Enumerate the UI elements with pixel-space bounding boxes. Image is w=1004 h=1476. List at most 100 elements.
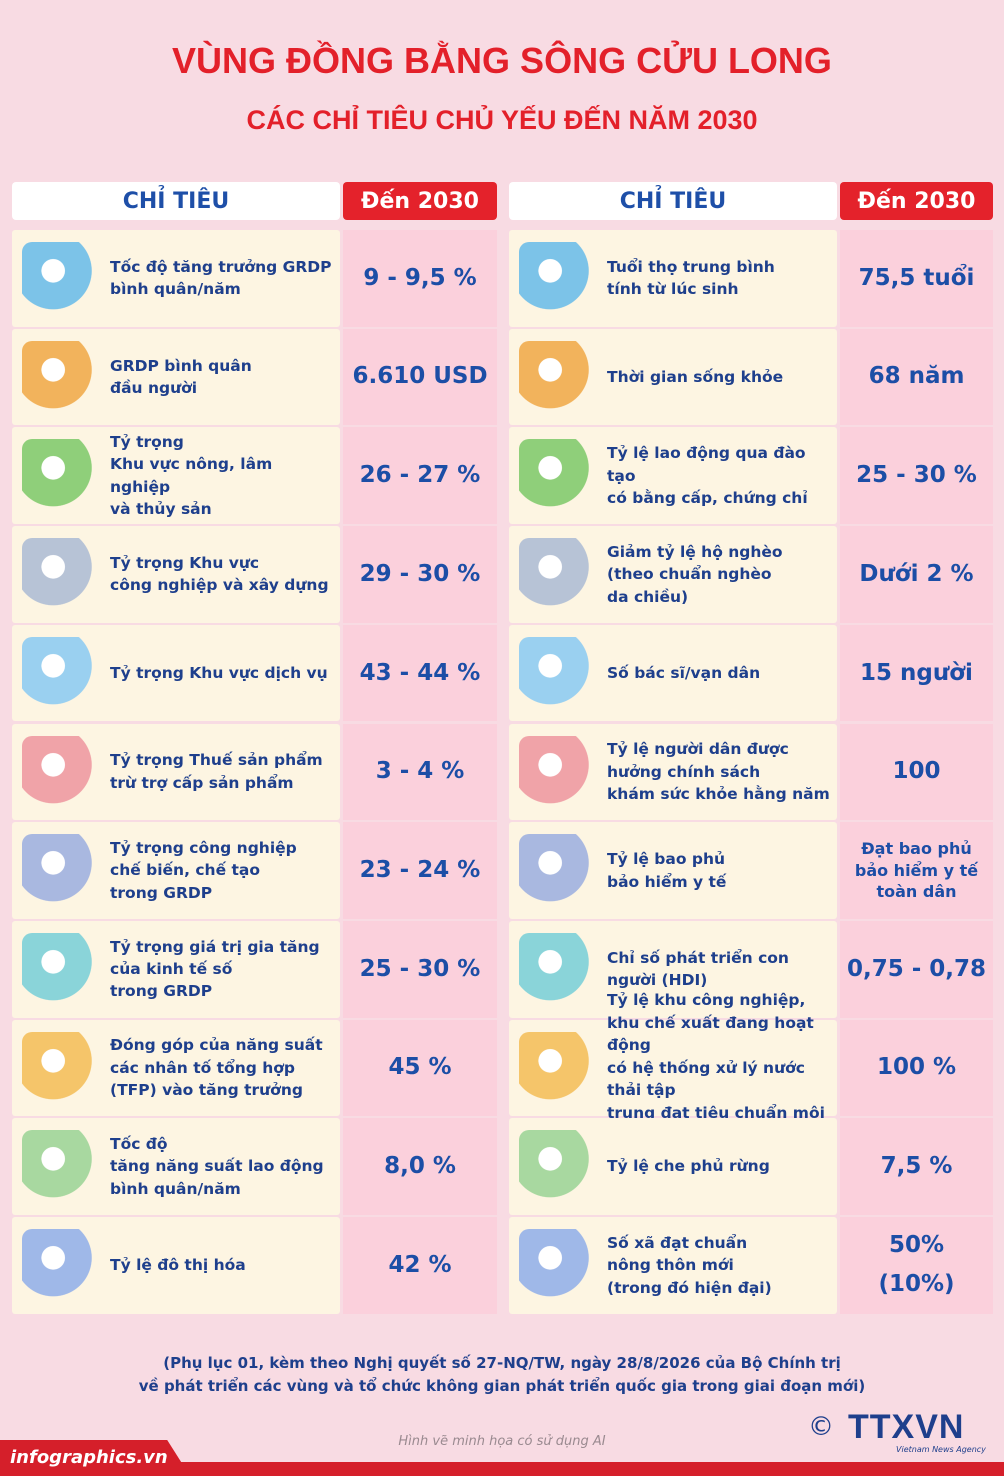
target-value: 23 - 24 % bbox=[343, 822, 497, 919]
target-value: 25 - 30 % bbox=[343, 920, 497, 1018]
indicator-icon bbox=[22, 538, 100, 611]
target-value: 43 - 44 % bbox=[343, 624, 497, 722]
target-value: 7,5 % bbox=[840, 1118, 993, 1215]
indicator-label: Tỷ lệ khu công nghiệp, khu chế xuất đang… bbox=[607, 991, 825, 1144]
target-value: 9 - 9,5 % bbox=[343, 230, 497, 327]
indicator-label: Tỷ lệ đô thị hóa bbox=[110, 1256, 246, 1275]
target-value: 15 người bbox=[840, 624, 993, 722]
target-value: 6.610 USD bbox=[343, 328, 497, 426]
indicator-icon bbox=[22, 439, 100, 512]
indicator-cell: Tỷ trọng Khu vực dịch vụ bbox=[12, 624, 340, 722]
indicator-label: Tỷ trọng Khu vực công nghiệp và xây dựng bbox=[110, 553, 329, 595]
indicator-icon bbox=[519, 439, 597, 512]
ai-note: Hình vẽ minh họa có sử dụng AI bbox=[398, 1434, 606, 1449]
target-value: 42 % bbox=[343, 1217, 497, 1314]
indicator-icon bbox=[519, 242, 597, 314]
indicator-label: Giảm tỷ lệ hộ nghèo (theo chuẩn nghèo da… bbox=[607, 542, 783, 606]
indicator-icon bbox=[519, 1130, 597, 1203]
indicator-cell: Tốc độ tăng trưởng GRDP bình quân/năm bbox=[12, 230, 340, 327]
indicator-icon bbox=[22, 735, 100, 808]
target-value: 68 năm bbox=[840, 328, 993, 426]
site-badge bbox=[0, 1440, 190, 1476]
indicator-label: Thời gian sống khỏe bbox=[607, 367, 784, 386]
indicator-cell: Tỷ lệ người dân được hưởng chính sách kh… bbox=[509, 723, 837, 821]
indicator-icon bbox=[22, 834, 100, 907]
indicator-cell: Số xã đạt chuẩn nông thôn mới (trong đó … bbox=[509, 1217, 837, 1314]
indicator-icon bbox=[519, 735, 597, 808]
indicator-label: Tỷ trọng Khu vực dịch vụ bbox=[110, 663, 328, 682]
target-value: 50% (10%) bbox=[840, 1217, 993, 1314]
indicator-label: Số bác sĩ/vạn dân bbox=[607, 663, 761, 682]
indicator-icon bbox=[22, 1031, 100, 1104]
indicator-cell: Tỷ trọng giá trị gia tăng của kinh tế số… bbox=[12, 920, 340, 1018]
indicator-icon bbox=[22, 242, 100, 314]
indicator-label: Chỉ số phát triển con người (HDI) bbox=[607, 948, 789, 990]
target-value: 26 - 27 % bbox=[343, 427, 497, 525]
indicator-cell: Tỷ lệ đô thị hóa bbox=[12, 1217, 340, 1314]
site-name: infographics.vn bbox=[10, 1447, 168, 1468]
indicator-icon bbox=[519, 1031, 597, 1104]
indicator-label: Tuổi thọ trung bình tính từ lúc sinh bbox=[607, 257, 775, 299]
indicator-icon bbox=[22, 636, 100, 709]
copyright: © bbox=[808, 1412, 834, 1442]
target-value: 100 bbox=[840, 723, 993, 821]
indicator-cell: Đóng góp của năng suất các nhân tố tổng … bbox=[12, 1019, 340, 1117]
indicator-label: Đóng góp của năng suất các nhân tố tổng … bbox=[110, 1036, 323, 1100]
subtitle: CÁC CHỈ TIÊU CHỦ YẾU ĐẾN NĂM 2030 bbox=[246, 105, 758, 135]
agency-logo: TTXVN bbox=[848, 1408, 965, 1446]
target-value: Đạt bao phủ bảo hiểm y tế toàn dân bbox=[840, 822, 993, 919]
target-value: 75,5 tuổi bbox=[840, 230, 993, 327]
indicator-cell: Tỷ trọng Khu vực nông, lâm nghiệp và thủ… bbox=[12, 427, 340, 525]
indicator-cell: Tốc độ tăng năng suất lao động bình quân… bbox=[12, 1118, 340, 1215]
target-value: 100 % bbox=[840, 1019, 993, 1117]
indicator-label: Tỷ trọng công nghiệp chế biến, chế tạo t… bbox=[110, 838, 297, 902]
source-note: (Phụ lục 01, kèm theo Nghị quyết số 27-N… bbox=[138, 1354, 866, 1396]
indicator-icon bbox=[519, 636, 597, 709]
indicator-icon bbox=[22, 340, 100, 413]
indicator-cell: Số bác sĩ/vạn dân bbox=[509, 624, 837, 722]
indicator-icon bbox=[519, 538, 597, 611]
bottom-band bbox=[0, 1462, 1004, 1476]
indicator-icon bbox=[519, 340, 597, 413]
indicator-icon bbox=[22, 932, 100, 1005]
indicator-cell: GRDP bình quân đầu người bbox=[12, 328, 340, 426]
indicator-label: Tỷ lệ che phủ rừng bbox=[607, 1157, 770, 1176]
indicator-cell: Thời gian sống khỏe bbox=[509, 328, 837, 426]
indicator-cell: Chỉ số phát triển con người (HDI) bbox=[509, 920, 837, 1018]
target-value: 8,0 % bbox=[343, 1118, 497, 1215]
indicator-icon bbox=[519, 834, 597, 907]
agency-subtitle: Vietnam News Agency bbox=[896, 1445, 986, 1454]
target-value: 3 - 4 % bbox=[343, 723, 497, 821]
column-header: CHỈ TIÊU bbox=[12, 182, 340, 220]
indicator-cell: Tỷ lệ che phủ rừng bbox=[509, 1118, 837, 1215]
target-value: 29 - 30 % bbox=[343, 526, 497, 623]
column-header: Đến 2030 bbox=[840, 182, 993, 220]
indicator-label: Tỷ trọng Khu vực nông, lâm nghiệp và thủ… bbox=[110, 432, 273, 519]
target-value: 25 - 30 % bbox=[840, 427, 993, 525]
indicator-icon bbox=[22, 1130, 100, 1203]
indicator-label: Số xã đạt chuẩn nông thôn mới (trong đó … bbox=[607, 1233, 772, 1297]
indicator-label: Tỷ lệ bao phủ bảo hiểm y tế bbox=[607, 850, 727, 891]
indicator-cell: Tỷ trọng Khu vực công nghiệp và xây dựng bbox=[12, 526, 340, 623]
indicator-cell: Tỷ lệ lao động qua đào tạo có bằng cấp, … bbox=[509, 427, 837, 525]
title: VÙNG ĐỒNG BẰNG SÔNG CỬU LONG bbox=[172, 40, 832, 81]
indicator-cell: Tỷ lệ khu công nghiệp, khu chế xuất đang… bbox=[509, 991, 837, 1144]
indicator-label: Tỷ trọng Thuế sản phẩm trừ trợ cấp sản p… bbox=[110, 751, 323, 792]
target-value: 0,75 - 0,78 bbox=[840, 920, 993, 1018]
indicator-label: Tỷ trọng giá trị gia tăng của kinh tế số… bbox=[110, 937, 320, 1001]
indicator-icon bbox=[519, 1229, 597, 1301]
column-header: Đến 2030 bbox=[343, 182, 497, 220]
indicator-label: Tốc độ tăng năng suất lao động bình quân… bbox=[110, 1134, 324, 1198]
indicator-label: Tỷ lệ lao động qua đào tạo có bằng cấp, … bbox=[607, 444, 808, 507]
indicator-icon bbox=[519, 932, 597, 1005]
indicator-icon bbox=[22, 1229, 100, 1301]
indicator-cell: Tỷ trọng công nghiệp chế biến, chế tạo t… bbox=[12, 822, 340, 919]
indicator-label: GRDP bình quân đầu người bbox=[110, 356, 252, 398]
target-value: 45 % bbox=[343, 1019, 497, 1117]
indicator-cell: Tỷ trọng Thuế sản phẩm trừ trợ cấp sản p… bbox=[12, 723, 340, 821]
indicator-label: Tốc độ tăng trưởng GRDP bình quân/năm bbox=[110, 257, 332, 299]
indicator-label: Tỷ lệ người dân được hưởng chính sách kh… bbox=[607, 740, 830, 804]
indicator-cell: Tuổi thọ trung bình tính từ lúc sinh bbox=[509, 230, 837, 327]
column-header: CHỈ TIÊU bbox=[509, 182, 837, 220]
